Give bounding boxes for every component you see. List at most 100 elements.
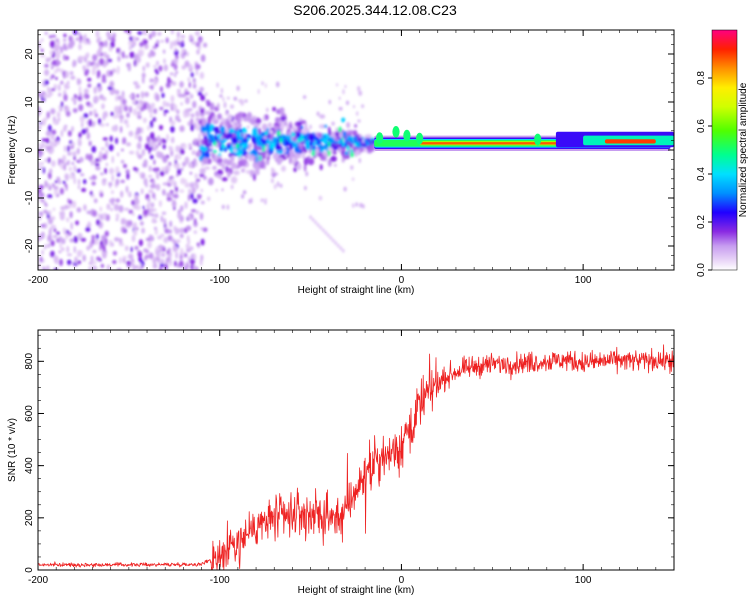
spectrogram-blob (149, 132, 155, 140)
spectrogram-blob (341, 157, 345, 163)
spectrogram-blob (180, 247, 184, 255)
spectrogram-blob (142, 30, 148, 36)
spectrogram-blob (179, 125, 185, 132)
spectrogram-blob (327, 141, 331, 148)
spectrogram-blob (221, 177, 228, 182)
spectrogram-blob (131, 40, 137, 47)
spectrogram-blob (79, 115, 85, 123)
spectrogram-blob (45, 58, 50, 63)
spectrogram-blob (173, 181, 177, 189)
spectrogram-blob (188, 188, 192, 195)
spectrogram-blob (50, 74, 55, 79)
spectrogram-blob (212, 165, 217, 170)
spectrogram-blob (128, 209, 134, 214)
spectrogram-blob (171, 81, 177, 86)
snr-x-tick-label: 100 (575, 575, 592, 586)
spectrogram-blob (174, 73, 177, 78)
spectrogram-blob (159, 244, 163, 251)
spectrogram-blob (199, 173, 205, 178)
spectrogram-blob (193, 79, 196, 86)
spectrogram-blob (195, 151, 200, 157)
spectrogram-blob (230, 104, 234, 109)
spectrogram-blob (226, 204, 229, 210)
spectrogram-blob (85, 227, 91, 232)
spectrogram-x-tick-label: -100 (210, 275, 230, 286)
spectrogram-blob (176, 154, 182, 160)
spectrogram-blob (87, 83, 92, 88)
spectrogram-blob (338, 131, 343, 139)
spectrogram-blob (104, 40, 108, 48)
spectrogram-blob (112, 250, 117, 256)
spectrogram-blob (65, 174, 69, 182)
spectrogram-blob (101, 96, 106, 101)
spectrogram-blob (232, 143, 236, 148)
spectrogram-blob (312, 142, 316, 147)
spectrogram-blob (38, 262, 41, 269)
spectrogram-blob (47, 124, 52, 133)
spectrogram-blob (166, 250, 170, 255)
spectrogram-blob (203, 175, 207, 180)
spectrogram-blob (166, 83, 171, 87)
spectrogram-blob (162, 155, 168, 163)
spectrogram-blob (245, 162, 249, 168)
spectrogram-blob (115, 95, 118, 102)
spectrogram-blob (102, 111, 109, 118)
spectrogram-blob (140, 221, 144, 226)
spectrogram-blob (141, 149, 146, 156)
spectrogram-blob (350, 148, 354, 154)
spectrogram-blob (357, 119, 361, 123)
spectrogram-blob (216, 142, 219, 148)
spectrogram-blob (60, 162, 65, 170)
spectrogram-blob (365, 134, 372, 139)
spectrogram-blob (106, 31, 112, 38)
spectrogram-blob (128, 130, 134, 137)
spectrogram-blob (366, 142, 371, 146)
spectrogram-blob (102, 51, 108, 58)
spectrogram-blob (237, 116, 241, 123)
spectrogram-blob (67, 130, 72, 137)
spectrogram-blob (144, 91, 149, 98)
spectrogram-blob (201, 131, 206, 137)
spectrogram-blob (128, 40, 132, 46)
colorbar: 0.0 0.2 0.4 0.6 0.8 Normalized spectral ampl… (696, 29, 749, 277)
spectrogram-blob (133, 98, 137, 105)
spectrogram-blob (231, 136, 238, 146)
spectrogram-blob (132, 35, 136, 43)
spectrogram-blob (218, 155, 222, 159)
spectrogram-blob (276, 157, 284, 163)
spectrogram-blob (138, 239, 143, 247)
spectrogram-blob (87, 221, 91, 226)
spectrogram-blob (48, 168, 53, 174)
spectrogram-blob (249, 154, 255, 158)
spectrogram-blob (251, 115, 257, 120)
snr-frame (37, 329, 675, 571)
spectrogram-blob (118, 107, 123, 115)
spectrogram-blob (188, 34, 193, 41)
spectrogram-blob (45, 137, 50, 144)
spectrogram-blob (63, 72, 66, 79)
spectrogram-blob (347, 129, 350, 134)
spectrogram-blob (322, 145, 326, 150)
spectrogram-blob (78, 104, 84, 112)
spectrogram-blob (142, 76, 145, 84)
carrier-band (374, 126, 674, 151)
spectrogram-blob (66, 253, 73, 257)
spectrogram-blob (192, 198, 198, 204)
spectrogram-blob (123, 207, 130, 211)
spectrogram-blob (127, 63, 131, 72)
spectrogram-blob (167, 76, 171, 85)
spectrogram-blob (135, 150, 140, 157)
spectrogram-blob (217, 169, 224, 176)
spectrogram-blob (110, 208, 113, 212)
spectrogram-blob (200, 238, 205, 246)
spectrogram-blob (75, 220, 79, 225)
spectrogram-blob (222, 96, 225, 102)
spectrogram-blob (199, 212, 204, 221)
spectrogram-blob (99, 151, 103, 156)
spectrogram-blob (80, 173, 85, 177)
spectrogram-blob (184, 201, 188, 209)
spectrogram-blob (153, 141, 157, 149)
spectrogram-blob (100, 172, 104, 176)
spectrogram-blob (331, 238, 335, 243)
spectrogram-blob (190, 192, 194, 200)
